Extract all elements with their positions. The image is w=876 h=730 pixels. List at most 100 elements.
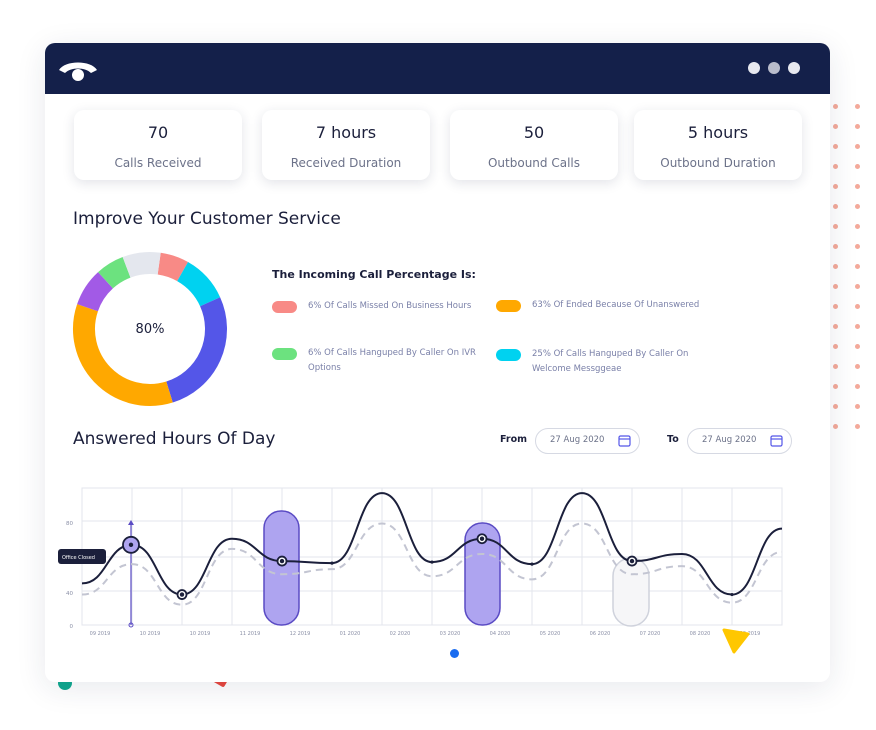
x-tick-label: 09 2019 [740,631,761,637]
x-tick-label: 07 2020 [640,631,661,637]
stat-label: Calls Received [114,156,202,170]
decorative-dot [833,164,838,169]
decorative-dot [855,264,860,269]
decorative-dot [855,164,860,169]
data-point-dot [180,592,184,597]
decorative-dot [833,424,838,429]
decorative-dot [855,224,860,229]
legend-swatch-missed [272,301,297,313]
series-line-previous [81,522,783,606]
x-tick-label: 10 2019 [190,631,211,637]
decorative-dot [833,264,838,269]
to-date-input[interactable]: 27 Aug 2020 [687,428,792,454]
calendar-icon[interactable] [618,434,631,447]
decorative-dot [833,144,838,149]
decorative-dot [855,184,860,189]
decorative-dot [833,324,838,329]
data-point-dot [730,592,734,597]
legend-item-welcome: 25% Of Calls Hanguped By Caller On Welco… [532,349,689,374]
legend-swatch-unanswered [496,300,521,312]
x-tick-label: 06 2020 [590,631,611,637]
title-bar [45,43,830,94]
legend-item-ivr: 6% Of Calls Hanguped By Caller On IVR Op… [308,348,476,373]
decorative-dot [833,104,838,109]
donut-segment-indigo [165,297,227,403]
phone-handset-icon [59,62,97,81]
from-date-input[interactable]: 27 Aug 2020 [535,428,640,454]
x-tick-label: 08 2020 [690,631,711,637]
stat-card-calls-received: 70 Calls Received [74,110,242,180]
decorative-dot [833,404,838,409]
x-tick-label: 12 2019 [290,631,311,637]
decorative-dot [855,424,860,429]
to-date-value: 27 Aug 2020 [702,435,757,445]
decorative-dot [855,204,860,209]
legend-swatch-welcome [496,349,521,361]
window-control-3[interactable] [788,62,800,74]
answered-hours-chart: 09 2019 10 2019 10 2019 11 2019 12 2019 01 20… [58,487,783,637]
legend-item-unanswered: 63% Of Ended Because Of Unanswered [532,300,700,310]
data-point-core [629,558,635,564]
decorative-dot [855,384,860,389]
data-point-dot [330,561,334,565]
service-heading: Improve Your Customer Service [73,209,341,229]
decorative-dot [833,364,838,369]
x-tick-label: 04 2020 [490,631,511,637]
stat-label: Outbound Calls [487,156,580,170]
stat-label: Outbound Duration [660,156,776,170]
stat-card-outbound-calls: 50 Outbound Calls [450,110,618,180]
decorative-dot [855,304,860,309]
decorative-dot [855,144,860,149]
decorative-dot [833,204,838,209]
highlight-pill [612,557,650,627]
x-tick-label: 01 2020 [340,631,361,637]
stat-value: 50 [523,123,545,142]
decorative-dot [833,344,838,349]
decorative-dot [833,284,838,289]
donut-center-label: 80% [136,322,165,337]
decorative-dot [855,344,860,349]
cursor-arrow-icon [128,520,134,525]
decorative-dot [833,304,838,309]
y-tick-label: 0 [70,624,74,630]
decorative-dot [855,124,860,129]
tooltip-text: Office Closed [62,555,95,561]
decorative-dot [855,284,860,289]
decorative-dot [855,364,860,369]
highlight-pill [263,510,300,626]
stat-value: 70 [147,123,169,142]
decorative-dot [855,104,860,109]
yellow-triangle-decoration [722,628,750,654]
donut-segment-orange [73,304,173,406]
stat-label: Received Duration [290,156,402,170]
y-tick-label: 80 [66,521,73,527]
decorative-dot [855,324,860,329]
decorative-dot [833,224,838,229]
data-point-core [479,536,485,541]
data-point-dot [430,560,434,564]
donut-segment-cyan [176,262,221,307]
decorative-dot [833,124,838,129]
x-tick-label: 05 2020 [540,631,561,637]
dashboard-window: 70 Calls Received 7 hours Received Durat… [45,43,830,682]
donut-segment-red [157,252,189,282]
data-point-dot [530,562,534,566]
decorative-dot [833,244,838,249]
highlight-pill [464,522,501,626]
data-point-core [128,542,134,548]
stat-value: 5 hours [687,123,749,142]
stat-value: 7 hours [315,123,377,142]
calendar-icon[interactable] [770,434,783,447]
x-tick-label: 03 2020 [440,631,461,637]
x-tick-label: 11 2019 [240,631,261,637]
window-control-2[interactable] [768,62,780,74]
decorative-dot [855,244,860,249]
to-label: To [667,434,679,445]
blue-dot-decoration [450,649,459,658]
stat-card-received-duration: 7 hours Received Duration [262,110,430,180]
tooltip-box [58,549,106,564]
donut-segment-track [122,252,161,278]
window-control-1[interactable] [748,62,760,74]
decorative-dot [855,404,860,409]
donut-segment-green [98,257,131,289]
